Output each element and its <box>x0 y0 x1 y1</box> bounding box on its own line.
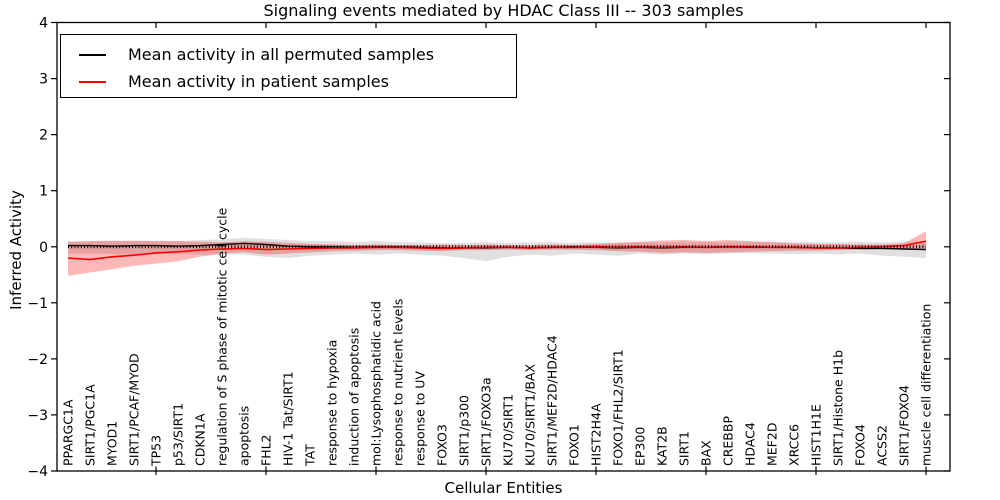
x-tick-label: TP53 <box>149 435 164 467</box>
x-tick-label: KAT2B <box>655 426 670 466</box>
x-tick-label: XRCC6 <box>787 424 802 466</box>
x-tick-label: ACSS2 <box>875 425 890 466</box>
x-tick-label: KU70/SIRT1 <box>501 394 516 466</box>
x-tick-label: HIST2H4A <box>589 403 604 466</box>
patient-band <box>68 231 926 276</box>
y-tick-label: −4 <box>27 464 48 480</box>
x-tick-label: response to nutrient levels <box>391 299 406 466</box>
x-tick-label: SIRT1/MEF2D/HDAC4 <box>545 335 560 466</box>
x-tick-label: SIRT1/Histone H1b <box>831 350 846 466</box>
patient-line-swatch <box>79 80 106 83</box>
x-tick-label: response to hypoxia <box>325 340 340 466</box>
y-tick-label: 3 <box>39 72 48 88</box>
legend-label-patient: Mean activity in patient samples <box>128 72 389 91</box>
x-tick-label: MYOD1 <box>105 421 120 466</box>
x-tick-label: PPARGC1A <box>61 399 76 466</box>
legend: Mean activity in all permuted samples Me… <box>60 34 517 98</box>
x-tick-label: MEF2D <box>765 423 780 466</box>
y-axis-label: Inferred Activity <box>7 190 25 310</box>
x-tick-label: SIRT1/FOXO4 <box>897 385 912 466</box>
x-tick-label: CDKN1A <box>193 413 208 466</box>
y-tick-label: 1 <box>39 184 48 200</box>
x-tick-label: SIRT1 <box>677 431 692 466</box>
y-tick-label: −3 <box>27 408 48 424</box>
x-tick-label: TAT <box>303 444 318 467</box>
x-tick-label: SIRT1/p300 <box>457 395 472 466</box>
y-tick-label: −2 <box>27 352 48 368</box>
x-tick-label: SIRT1/FOXO3a <box>479 377 494 466</box>
x-tick-label: mol:Lysophosphatidic acid <box>369 301 384 466</box>
x-tick-label: FOXO1/FHL2/SIRT1 <box>611 349 626 466</box>
x-tick-label: HDAC4 <box>743 422 758 466</box>
x-axis-label: Cellular Entities <box>444 479 563 497</box>
x-tick-label: FHL2 <box>259 434 274 466</box>
x-tick-label: EP300 <box>633 427 648 466</box>
x-tick-label: FOXO3 <box>435 424 450 466</box>
x-tick-label: BAX <box>699 440 714 466</box>
x-tick-label: regulation of S phase of mitotic cell cy… <box>215 207 230 466</box>
y-tick-label: 2 <box>39 128 48 144</box>
x-tick-label: FOXO1 <box>567 424 582 466</box>
x-tick-label: KU70/SIRT1/BAX <box>523 364 538 466</box>
permuted-band <box>68 237 926 262</box>
y-tick-label: 4 <box>39 16 48 32</box>
legend-item-permuted: Mean activity in all permuted samples <box>61 41 516 68</box>
x-tick-label: HIST1H1E <box>809 404 824 466</box>
x-tick-label: muscle cell differentiation <box>919 304 934 466</box>
legend-label-permuted: Mean activity in all permuted samples <box>128 45 435 64</box>
y-tick-label: −1 <box>27 296 48 312</box>
y-tick-label: 0 <box>39 240 48 256</box>
x-tick-label: apoptosis <box>237 406 252 466</box>
permuted-line-swatch <box>79 53 106 56</box>
x-tick-label: HIV-1 Tat/SIRT1 <box>281 371 296 466</box>
x-tick-label: induction of apoptosis <box>347 328 362 466</box>
x-tick-label: CREBBP <box>721 416 736 466</box>
x-tick-label: SIRT1/PCAF/MYOD <box>127 353 142 466</box>
x-tick-label: p53/SIRT1 <box>171 403 186 466</box>
x-tick-label: FOXO4 <box>853 424 868 466</box>
chart-title: Signaling events mediated by HDAC Class … <box>263 1 744 20</box>
legend-item-patient: Mean activity in patient samples <box>61 68 516 95</box>
x-tick-label: SIRT1/PGC1A <box>83 384 98 466</box>
x-tick-label: response to UV <box>413 371 428 466</box>
